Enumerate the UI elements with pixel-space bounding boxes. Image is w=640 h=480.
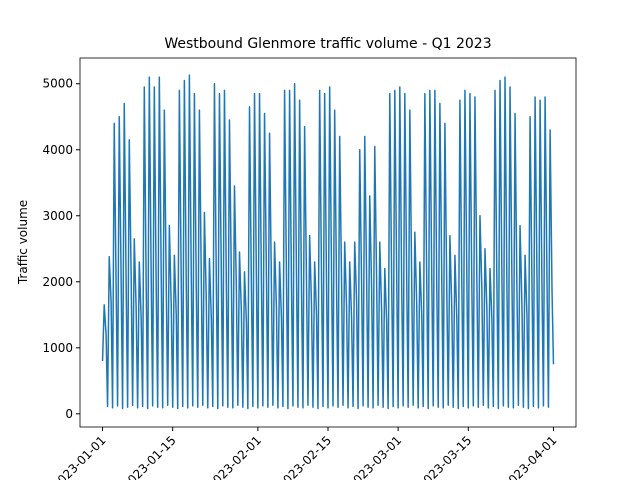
x-tick-label: 2023-04-01	[500, 433, 559, 480]
data-line	[101, 74, 555, 410]
x-tick-label: 2023-03-01	[345, 433, 404, 480]
y-tick-label: 0	[65, 407, 73, 421]
x-tick-label: 2023-03-15	[415, 433, 474, 480]
y-tick-label: 4000	[42, 143, 73, 157]
x-tick-label: 2023-01-15	[120, 433, 179, 480]
y-tick-label: 2000	[42, 275, 73, 289]
y-tick-label: 3000	[42, 209, 73, 223]
y-axis-label: Traffic volume	[16, 200, 30, 285]
y-tick-label: 5000	[42, 77, 73, 91]
x-tick-label: 2023-02-15	[275, 433, 334, 480]
x-tick-label: 2023-01-01	[49, 433, 108, 480]
y-tick-label: 1000	[42, 341, 73, 355]
chart-title: Westbound Glenmore traffic volume - Q1 2…	[164, 36, 491, 52]
x-tick-label: 2023-02-01	[205, 433, 264, 480]
plot-frame	[79, 57, 577, 428]
